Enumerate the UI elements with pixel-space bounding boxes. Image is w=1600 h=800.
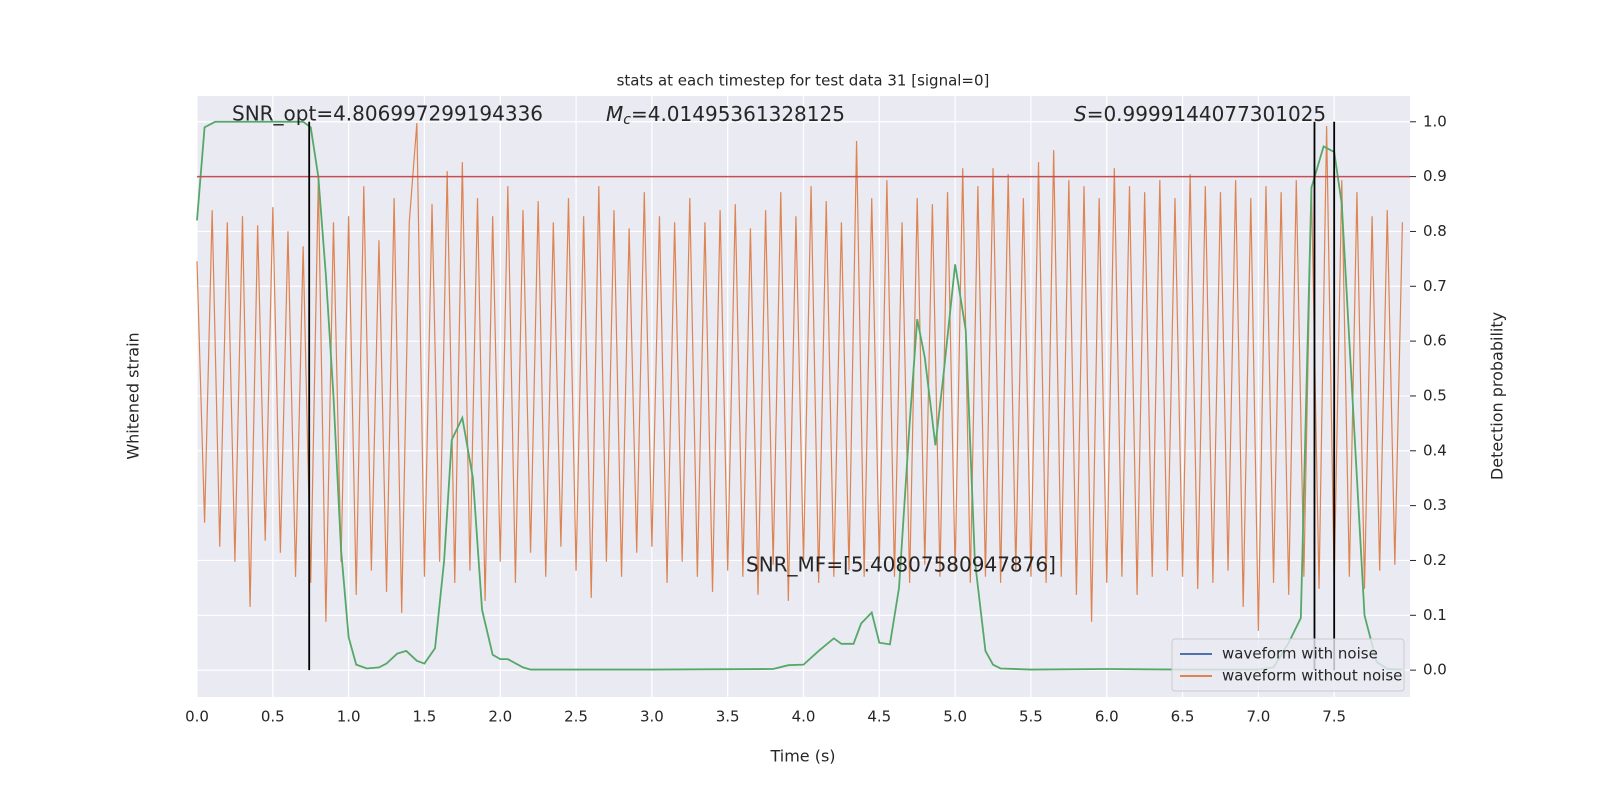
y2-axis-label: Detection probability bbox=[1488, 312, 1507, 480]
annotation: SNR_MF=[5.40807580947876] bbox=[746, 553, 1056, 577]
y2-tick-label: 0.5 bbox=[1423, 386, 1447, 404]
annotation: SNR_opt=4.806997299194336 bbox=[232, 102, 543, 126]
x-tick-label: 2.0 bbox=[488, 708, 512, 726]
x-tick-label: 1.0 bbox=[337, 708, 361, 726]
annotation-subscript: c bbox=[623, 112, 631, 128]
y2-tick-label: 0.4 bbox=[1423, 441, 1447, 459]
y2-tick-label: 0.8 bbox=[1423, 222, 1447, 240]
y2-tick-label: 0.3 bbox=[1423, 496, 1447, 514]
x-tick-label: 7.0 bbox=[1246, 708, 1270, 726]
x-tick-label: 6.5 bbox=[1171, 708, 1195, 726]
y2-tick-label: 0.2 bbox=[1423, 551, 1447, 569]
legend: waveform with noise waveform without nois… bbox=[1171, 638, 1405, 692]
x-tick-label: 0.0 bbox=[185, 708, 209, 726]
x-tick-label: 0.5 bbox=[261, 708, 285, 726]
x-tick-label: 1.5 bbox=[413, 708, 437, 726]
x-tick-label: 5.5 bbox=[1019, 708, 1043, 726]
annotation-text: =0.9999144077301025 bbox=[1087, 102, 1326, 126]
y-axis-label: Whitened strain bbox=[124, 332, 143, 459]
y2-tick-label: 0.0 bbox=[1423, 661, 1447, 679]
x-tick-label: 7.5 bbox=[1322, 708, 1346, 726]
y2-tick-label: 0.9 bbox=[1423, 167, 1447, 185]
x-tick-label: 3.5 bbox=[716, 708, 740, 726]
annotation-symbol: M bbox=[606, 102, 623, 126]
y2-tick-label: 0.7 bbox=[1423, 277, 1447, 295]
x-tick-label: 5.0 bbox=[943, 708, 967, 726]
legend-label: waveform without noise bbox=[1222, 667, 1402, 685]
series-line bbox=[196, 122, 1404, 631]
annotation-symbol: S bbox=[1074, 102, 1087, 126]
legend-box bbox=[1171, 638, 1405, 692]
y2-tick-label: 0.1 bbox=[1423, 606, 1447, 624]
annotation: S=0.9999144077301025 bbox=[1074, 102, 1326, 126]
x-tick-label: 4.5 bbox=[867, 708, 891, 726]
x-tick-label: 2.5 bbox=[564, 708, 588, 726]
chart-title: stats at each timestep for test data 31 … bbox=[617, 72, 990, 90]
annotation: Mc=4.01495361328125 bbox=[606, 102, 845, 129]
x-axis-label: Time (s) bbox=[769, 747, 835, 766]
legend-label: waveform with noise bbox=[1222, 645, 1378, 663]
annotation-text: =4.01495361328125 bbox=[631, 102, 845, 126]
marks bbox=[196, 120, 1410, 671]
x-tick-label: 3.0 bbox=[640, 708, 664, 726]
y2-tick-label: 1.0 bbox=[1423, 112, 1447, 130]
x-tick-label: 4.0 bbox=[792, 708, 816, 726]
x-tick-label: 6.0 bbox=[1095, 708, 1119, 726]
y2-tick-label: 0.6 bbox=[1423, 332, 1447, 350]
